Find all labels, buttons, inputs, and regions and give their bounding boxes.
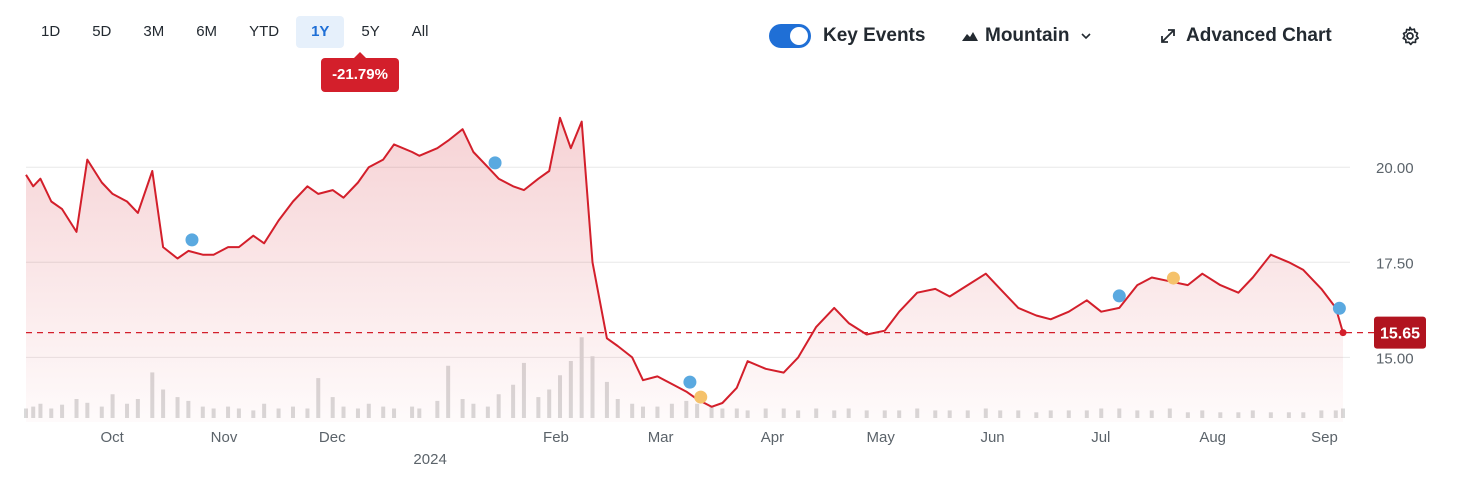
x-tick-label: Mar [648, 429, 674, 446]
range-tabs: 1D 5D 3M 6M YTD 1Y 5Y All [26, 16, 445, 48]
x-axis: Oct Nov Dec 2024 Feb Mar Apr May Jun Jul Aug Sep [100, 429, 1337, 468]
toggle-switch[interactable] [769, 24, 811, 48]
range-tab-1d[interactable]: 1D [41, 23, 61, 40]
x-tick-label: Oct [100, 429, 124, 446]
key-events-toggle[interactable]: Key Events [769, 20, 925, 52]
earnings-event-marker[interactable] [1332, 301, 1346, 315]
gear-icon [1402, 26, 1419, 46]
last-price-label: 15.65 [1380, 326, 1420, 343]
key-event-markers [185, 156, 1346, 404]
key-events-label: Key Events [823, 25, 926, 46]
y-tick-label: 17.50 [1376, 255, 1414, 272]
earnings-event-marker[interactable] [1112, 289, 1126, 303]
x-tick-label: Jun [980, 429, 1004, 446]
price-line [25, 116, 1344, 408]
x-tick-label: Jul [1091, 429, 1110, 446]
last-point [1339, 329, 1347, 337]
advanced-chart-label: Advanced Chart [1186, 25, 1332, 46]
area-fill [26, 117, 1343, 423]
last-price-line: 15.65 [26, 316, 1426, 349]
settings-button[interactable] [1399, 20, 1421, 52]
x-tick-label: Apr [761, 429, 784, 446]
mountain-icon [962, 32, 978, 41]
x-tick-label: Feb [543, 429, 569, 446]
change-badge: -21.79% [321, 52, 399, 92]
dividend-event-marker[interactable] [1166, 271, 1180, 285]
chart-type-dropdown[interactable]: Mountain [961, 20, 1093, 52]
x-tick-label: Nov [211, 429, 238, 446]
range-tab-3m[interactable]: 3M [143, 23, 165, 40]
range-tab-all[interactable]: All [411, 23, 429, 40]
y-tick-label: 15.00 [1376, 350, 1414, 367]
chevron-down-icon [1081, 33, 1092, 40]
last-price-tag [1374, 316, 1426, 349]
x-tick-label: Aug [1199, 429, 1226, 446]
range-tab-5d[interactable]: 5D [92, 23, 112, 40]
x-tick-label: 2024 [413, 451, 446, 468]
price-area [25, 116, 1347, 423]
earnings-event-marker[interactable] [185, 233, 199, 247]
x-tick-label: Dec [319, 429, 346, 446]
chart-toolbar: 1D 5D 3M 6M YTD 1Y 5Y All -21.79% Key Events Mo… [0, 0, 1460, 92]
expand-icon [1161, 29, 1175, 43]
toggle-knob [790, 27, 808, 45]
x-tick-label: May [867, 429, 896, 446]
earnings-event-marker[interactable] [683, 375, 697, 389]
range-tab-6m[interactable]: 6M [196, 23, 218, 40]
y-axis: 15.00 17.50 20.00 [1376, 160, 1414, 367]
dividend-event-marker[interactable] [694, 390, 708, 404]
chart-type-label: Mountain [985, 25, 1070, 46]
range-tab-ytd[interactable]: YTD [249, 23, 280, 40]
y-tick-label: 20.00 [1376, 160, 1414, 177]
advanced-chart-button[interactable]: Advanced Chart [1159, 20, 1332, 52]
x-tick-label: Sep [1311, 429, 1338, 446]
range-tab-1y[interactable]: 1Y [296, 16, 345, 48]
range-tab-5y[interactable]: 5Y [361, 23, 380, 40]
right-tools: Key Events Mountain Advanced Chart [0, 20, 1460, 52]
earnings-event-marker[interactable] [488, 156, 502, 170]
